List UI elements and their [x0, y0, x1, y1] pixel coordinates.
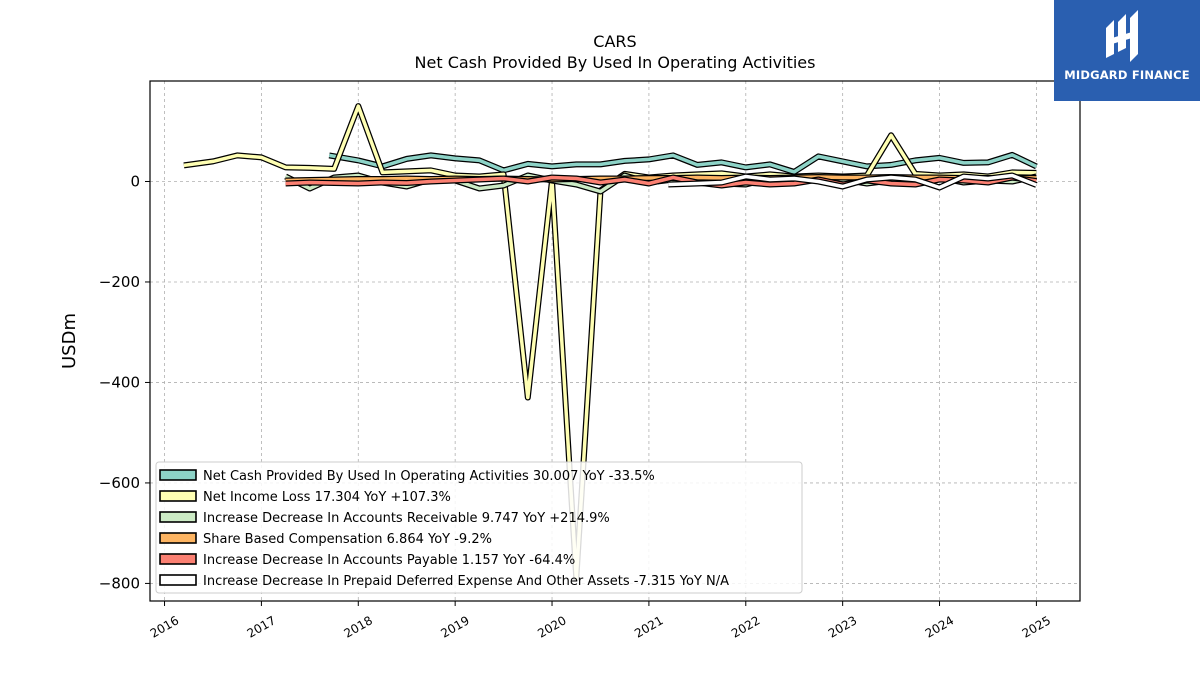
x-tick-label: 2025	[1020, 613, 1053, 640]
brand-logo: MIDGARD FINANCE	[1054, 0, 1200, 101]
legend-label: Share Based Compensation 6.864 YoY -9.2%	[203, 532, 492, 547]
x-tick-label: 2019	[438, 613, 471, 640]
legend-label: Net Income Loss 17.304 YoY +107.3%	[203, 490, 451, 505]
legend-item-0: Net Cash Provided By Used In Operating A…	[159, 469, 655, 484]
x-tick-label: 2017	[245, 613, 278, 640]
brand-name: MIDGARD FINANCE	[1064, 68, 1190, 82]
y-tick-label: 0	[130, 172, 140, 190]
x-tick-label: 2020	[535, 613, 568, 640]
legend-label: Increase Decrease In Accounts Payable 1.…	[203, 553, 575, 568]
legend-label: Net Cash Provided By Used In Operating A…	[203, 469, 655, 484]
legend-swatch	[159, 574, 197, 586]
plot-frame	[149, 80, 1081, 602]
legend-swatch	[159, 532, 197, 544]
series-stroke	[285, 175, 1037, 188]
chart-title: CARS	[593, 32, 636, 51]
legend-item-5: Increase Decrease In Prepaid Deferred Ex…	[159, 574, 729, 589]
x-tick-label: 2023	[826, 613, 859, 640]
midgard-logo-icon	[1106, 10, 1138, 62]
legend-box	[155, 461, 803, 594]
y-axis-label: USDm	[59, 313, 80, 369]
y-tick-label: −200	[99, 273, 140, 291]
series-stroke	[668, 173, 1038, 190]
series-stroke	[328, 153, 1038, 174]
legend-label: Increase Decrease In Prepaid Deferred Ex…	[203, 574, 729, 589]
legend-item-4: Increase Decrease In Accounts Payable 1.…	[159, 553, 575, 568]
legend-swatch	[159, 553, 197, 565]
series-layer	[183, 103, 1038, 582]
series-line-5	[668, 172, 1038, 191]
x-tick-label: 2024	[923, 613, 956, 640]
y-tick-label: −600	[99, 474, 140, 492]
x-tick-label: 2022	[729, 613, 762, 640]
legend-swatch	[159, 469, 197, 481]
y-tick-label: −800	[99, 574, 140, 592]
legend-label: Increase Decrease In Accounts Receivable…	[203, 511, 610, 526]
legend: Net Cash Provided By Used In Operating A…	[155, 461, 803, 594]
series-line-0	[328, 151, 1038, 175]
legend-item-3: Share Based Compensation 6.864 YoY -9.2%	[159, 532, 492, 547]
x-tick-label: 2016	[148, 613, 181, 640]
legend-swatch	[159, 511, 197, 523]
legend-item-1: Net Income Loss 17.304 YoY +107.3%	[159, 490, 451, 505]
legend-item-2: Increase Decrease In Accounts Receivable…	[159, 511, 610, 526]
x-tick-label: 2018	[342, 613, 375, 640]
y-tick-label: −400	[99, 373, 140, 391]
legend-swatch	[159, 490, 197, 502]
x-tick-label: 2021	[632, 613, 665, 640]
chart-subtitle: Net Cash Provided By Used In Operating A…	[415, 53, 816, 72]
